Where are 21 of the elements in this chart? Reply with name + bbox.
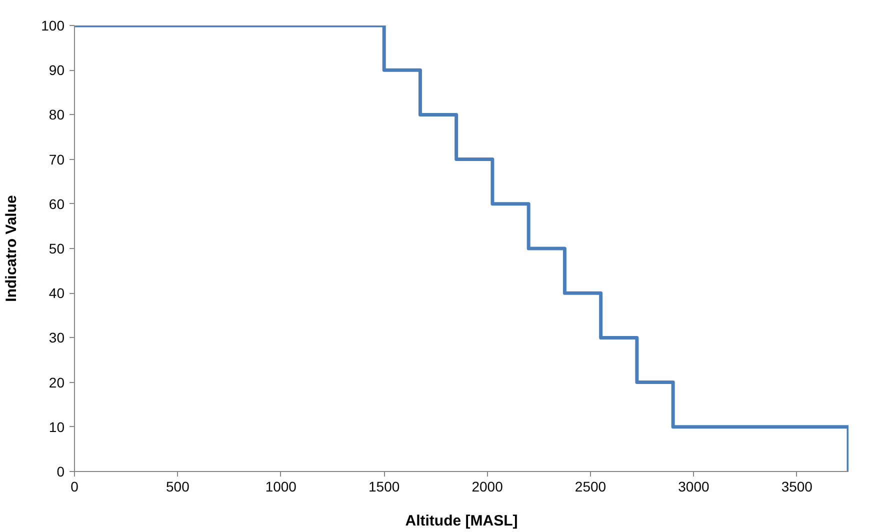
x-tick-label: 2000 xyxy=(472,478,504,494)
x-tick-label: 3000 xyxy=(678,478,710,494)
y-tick-label: 60 xyxy=(48,196,65,212)
x-tick-label: 1500 xyxy=(368,478,400,494)
y-tick-label: 70 xyxy=(48,151,65,168)
y-tick-label: 80 xyxy=(48,106,65,123)
y-tick-label: 20 xyxy=(48,374,65,390)
x-axis-title: Altitude [MASL] xyxy=(405,512,518,530)
y-axis-title: Indicatro Value xyxy=(3,195,20,302)
y-tick-label: 90 xyxy=(48,62,65,78)
y-tick-label: 30 xyxy=(48,330,65,346)
x-tick-label: 3500 xyxy=(781,478,813,494)
y-tick-label: 50 xyxy=(48,240,65,256)
y-tick-label: 100 xyxy=(41,18,65,34)
y-tick-label: 40 xyxy=(48,285,65,302)
y-tick-label: 0 xyxy=(56,464,65,480)
x-tick-label: 500 xyxy=(166,478,190,494)
x-tick-label: 0 xyxy=(70,478,79,494)
x-tick-label: 2500 xyxy=(574,478,606,494)
x-tick-label: 1000 xyxy=(265,478,297,494)
y-tick-label: 10 xyxy=(48,418,65,435)
